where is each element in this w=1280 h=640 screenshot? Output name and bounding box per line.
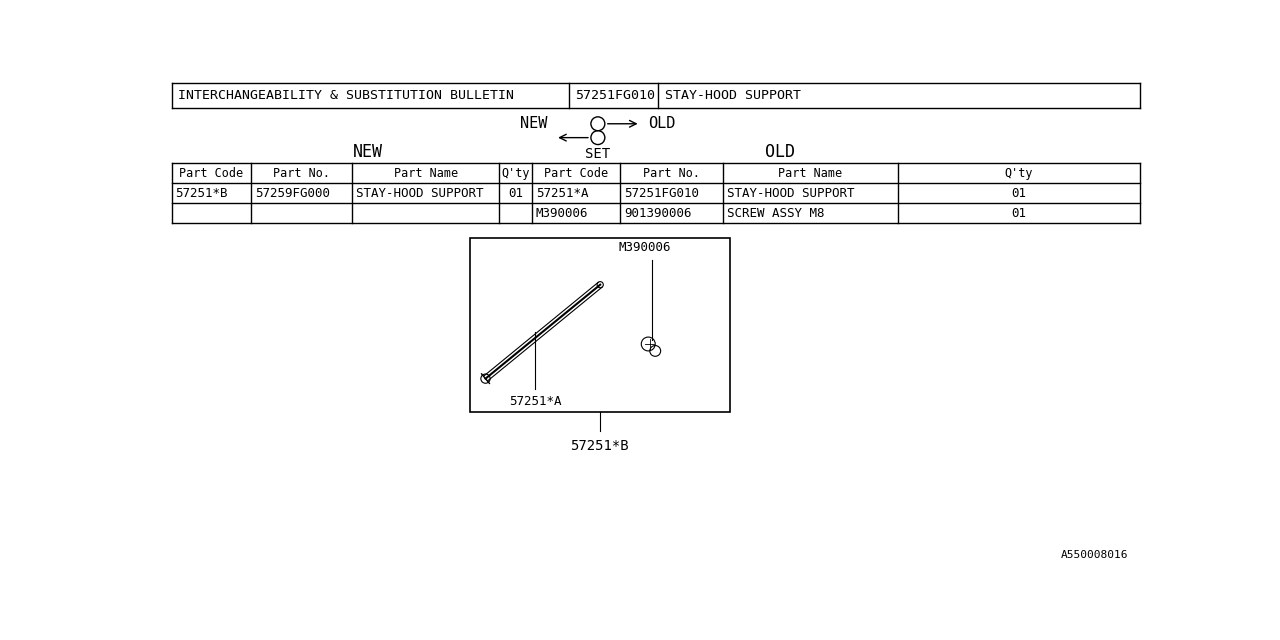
Text: 01: 01 <box>1011 207 1027 220</box>
Text: Q'ty: Q'ty <box>1005 166 1033 180</box>
Text: Part No.: Part No. <box>274 166 330 180</box>
Text: 57251*A: 57251*A <box>509 395 562 408</box>
Text: INTERCHANGEABILITY & SUBSTITUTION BULLETIN: INTERCHANGEABILITY & SUBSTITUTION BULLET… <box>178 89 513 102</box>
Text: Part No.: Part No. <box>643 166 700 180</box>
Text: 57259FG000: 57259FG000 <box>255 187 330 200</box>
Text: STAY-HOOD SUPPORT: STAY-HOOD SUPPORT <box>727 187 854 200</box>
Text: Part Code: Part Code <box>179 166 243 180</box>
Text: 57251FG010: 57251FG010 <box>625 187 699 200</box>
Text: 57251*B: 57251*B <box>175 187 228 200</box>
Text: NEW: NEW <box>353 143 383 161</box>
Text: SCREW ASSY M8: SCREW ASSY M8 <box>727 207 824 220</box>
Text: 01: 01 <box>508 187 524 200</box>
Text: Part Name: Part Name <box>394 166 458 180</box>
Text: M390006: M390006 <box>618 241 671 254</box>
Text: NEW: NEW <box>520 116 548 131</box>
Text: Part Name: Part Name <box>778 166 842 180</box>
Text: STAY-HOOD SUPPORT: STAY-HOOD SUPPORT <box>356 187 484 200</box>
Text: 57251FG010: 57251FG010 <box>576 89 655 102</box>
Text: 57251*B: 57251*B <box>571 438 630 452</box>
Text: 901390006: 901390006 <box>625 207 691 220</box>
Text: Part Code: Part Code <box>544 166 608 180</box>
Text: A550008016: A550008016 <box>1061 550 1129 561</box>
Text: SET: SET <box>585 147 611 161</box>
Text: 57251*A: 57251*A <box>536 187 589 200</box>
Text: M390006: M390006 <box>536 207 589 220</box>
Text: 01: 01 <box>1011 187 1027 200</box>
Text: STAY-HOOD SUPPORT: STAY-HOOD SUPPORT <box>664 89 800 102</box>
Text: Q'ty: Q'ty <box>502 166 530 180</box>
Text: OLD: OLD <box>648 116 676 131</box>
Bar <box>470 239 730 412</box>
Text: OLD: OLD <box>765 143 795 161</box>
